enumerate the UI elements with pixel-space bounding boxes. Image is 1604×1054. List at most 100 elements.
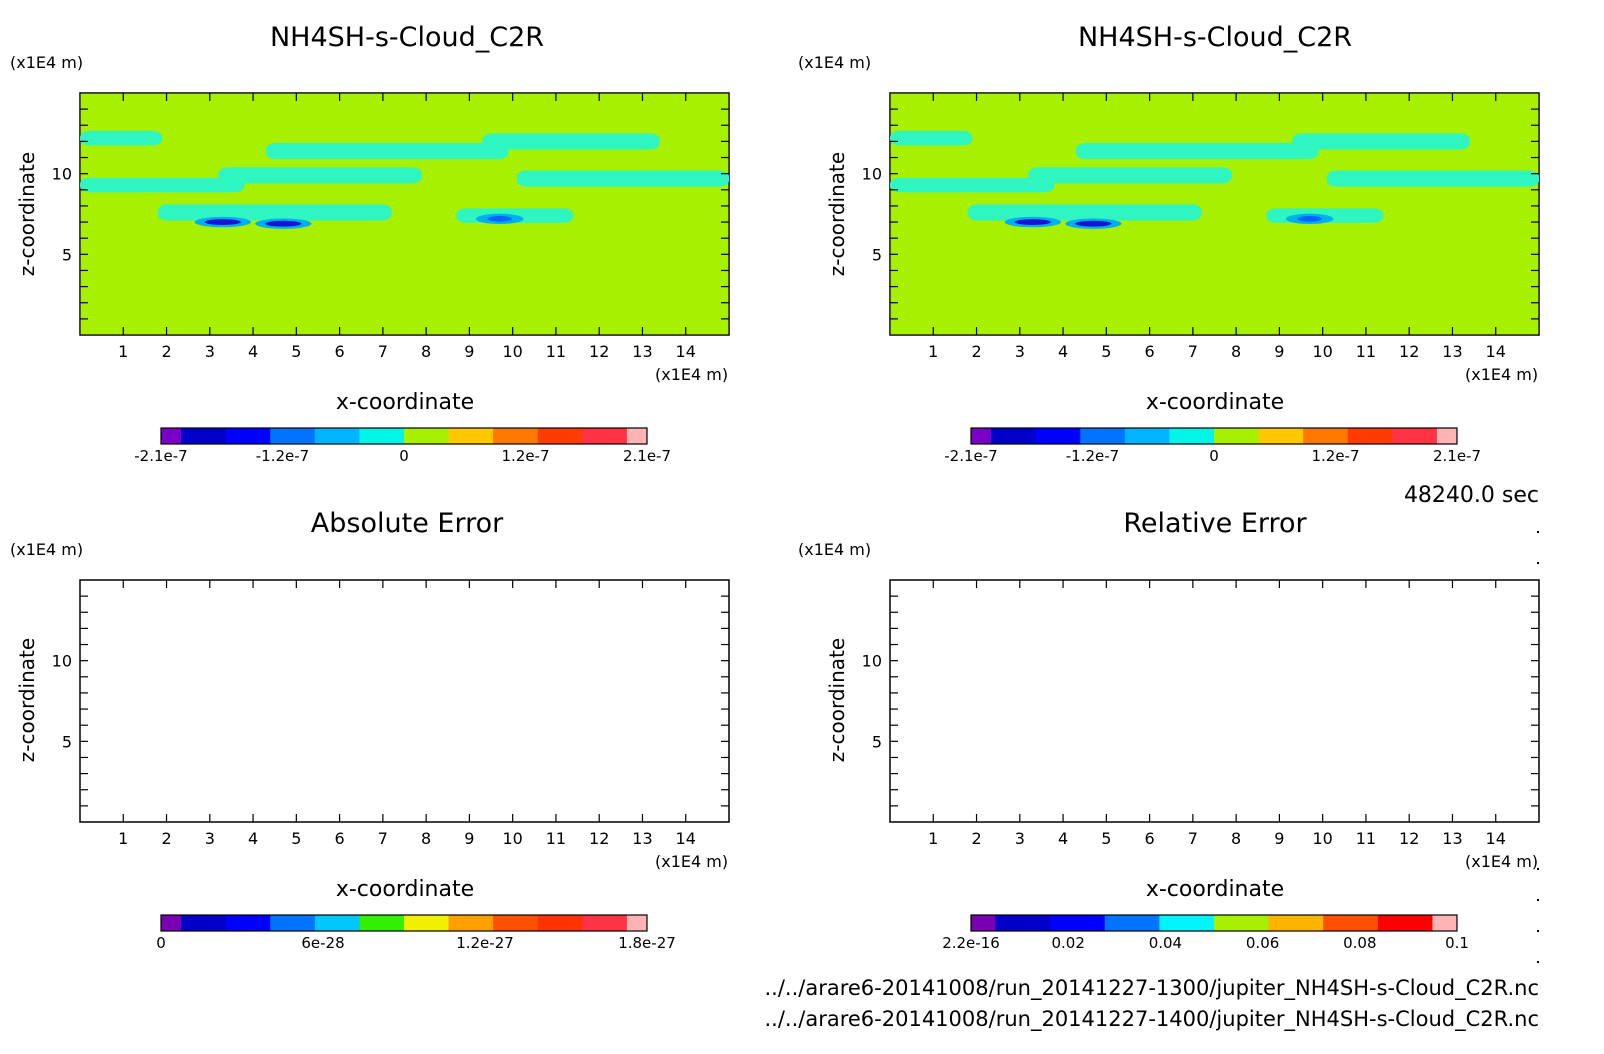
x-axis-label: x-coordinate	[336, 877, 474, 902]
x-tick-label: 1	[118, 829, 128, 848]
y-tick-label: 5	[62, 245, 72, 264]
colorbar-tick-label: -2.1e-7	[944, 447, 997, 465]
x-tick-label: 8	[421, 829, 431, 848]
y-axis-ticks: 5 10	[862, 595, 1539, 807]
x-tick-label: 13	[1442, 342, 1462, 361]
colorbar-swatch	[1159, 915, 1215, 931]
cloud-band	[1326, 170, 1539, 187]
x-tick-label: 10	[502, 829, 522, 848]
x-tick-label: 3	[1015, 342, 1025, 361]
colorbar-swatch	[161, 915, 182, 931]
x-tick-label: 12	[1399, 829, 1419, 848]
cloud-band	[890, 130, 973, 146]
plot-area	[889, 579, 1540, 823]
colorbar-swatch	[626, 428, 648, 444]
x-tick-label: 7	[378, 829, 388, 848]
colorbar-swatch	[493, 428, 539, 444]
x-tick-label: 8	[421, 342, 431, 361]
x-axis-ticks: 1 2 3 4 5 6 7 8 9 10 11 12 13 14	[118, 580, 696, 848]
x-unit-label: (x1E4 m)	[1465, 365, 1538, 384]
colorbar-swatch	[1169, 428, 1215, 444]
colorbar-swatch	[493, 915, 539, 931]
x-tick-label: 2	[161, 342, 171, 361]
colorbar-swatch	[404, 428, 450, 444]
x-tick-label: 11	[546, 829, 566, 848]
colorbar: 0 6e-28 1.2e-27 1.8e-27	[156, 914, 676, 952]
field	[80, 93, 729, 335]
y-unit-label: (x1E4 m)	[798, 53, 871, 72]
colorbar-swatch	[626, 915, 648, 931]
colorbar-frame	[970, 427, 1458, 445]
colorbar-swatch	[270, 428, 316, 444]
colorbar-tick-label: -1.2e-7	[256, 447, 309, 465]
field	[890, 93, 1539, 335]
cloud-band	[218, 167, 422, 184]
colorbar-swatch	[1347, 428, 1393, 444]
colorbar: 2.2e-16 0.02 0.04 0.06 0.08 0.1	[942, 914, 1469, 952]
x-tick-label: 6	[335, 829, 345, 848]
x-tick-label: 5	[291, 829, 301, 848]
x-tick-label: 3	[205, 342, 215, 361]
colorbar-swatch	[971, 428, 992, 444]
chart-title: NH4SH-s-Cloud_C2R	[1078, 22, 1352, 53]
colorbar-swatch	[1377, 915, 1433, 931]
colorbar-swatch	[1268, 915, 1324, 931]
x-tick-label: 13	[632, 829, 652, 848]
x-tick-label: 3	[205, 829, 215, 848]
file-path-2: ../../arare6-20141008/run_20141227-1400/…	[764, 1007, 1539, 1032]
x-axis-ticks: 1 2 3 4 5 6 7 8 9 10 11 12 13 14	[928, 93, 1506, 361]
colorbar-swatch	[181, 915, 227, 931]
colorbar-swatch	[537, 915, 583, 931]
minimum-core	[1075, 220, 1112, 227]
y-tick-label: 5	[62, 732, 72, 751]
cloud-band	[967, 204, 1202, 221]
x-tick-label: 6	[1145, 829, 1155, 848]
colorbar-tick-label: 1.8e-27	[618, 934, 676, 952]
y-axis-label: z-coordinate	[15, 152, 39, 276]
y-tick-label: 10	[52, 652, 72, 671]
x-tick-label: 4	[248, 342, 258, 361]
colorbar-tick-label: 0.06	[1246, 934, 1279, 952]
panel-top-left: NH4SH-s-Cloud_C2R (x1E4 m) 1 2 3 4 5 6 7 8 9 10 11…	[10, 22, 730, 465]
colorbar-swatch	[1323, 915, 1379, 931]
field-layer	[80, 93, 729, 335]
x-tick-label: 6	[335, 342, 345, 361]
colorbar-swatch	[1392, 428, 1438, 444]
x-unit-label: (x1E4 m)	[655, 365, 728, 384]
cloud-band	[1076, 143, 1319, 160]
x-tick-label: 5	[1101, 829, 1111, 848]
x-tick-label: 4	[1058, 342, 1068, 361]
x-tick-label: 9	[464, 829, 474, 848]
colorbar-swatch	[971, 915, 997, 931]
file-path-1: ../../arare6-20141008/run_20141227-1300/…	[764, 976, 1539, 1001]
x-tick-label: 10	[1312, 829, 1332, 848]
colorbar-swatch	[582, 915, 628, 931]
chart-title: Relative Error	[1123, 508, 1307, 539]
x-tick-label: 10	[502, 342, 522, 361]
colorbar-swatch	[448, 915, 494, 931]
y-tick-label: 10	[862, 165, 882, 184]
colorbar-frame	[160, 914, 648, 932]
x-tick-label: 9	[464, 342, 474, 361]
colorbar-tick-label: 0.04	[1149, 934, 1182, 952]
x-tick-label: 11	[1356, 342, 1376, 361]
colorbar-tick-label: 6e-28	[301, 934, 344, 952]
y-axis-ticks: 5 10	[862, 108, 1539, 320]
x-axis-ticks: 1 2 3 4 5 6 7 8 9 10 11 12 13 14	[928, 580, 1506, 848]
colorbar-swatch	[1035, 428, 1081, 444]
colorbar-swatch	[995, 915, 1051, 931]
y-unit-label: (x1E4 m)	[798, 540, 871, 559]
x-tick-label: 8	[1231, 829, 1241, 848]
x-tick-label: 14	[1486, 342, 1506, 361]
minimum-core	[204, 219, 241, 225]
colorbar-swatch	[1258, 428, 1304, 444]
colorbar-swatch	[1432, 915, 1458, 931]
x-tick-label: 4	[1058, 829, 1068, 848]
x-tick-label: 13	[1442, 829, 1462, 848]
y-tick-label: 5	[872, 732, 882, 751]
colorbar-tick-label: 0.1	[1445, 934, 1469, 952]
colorbar-swatch	[225, 915, 271, 931]
cloud-band	[1292, 133, 1470, 150]
y-axis-label: z-coordinate	[825, 638, 849, 762]
panel-bottom-left: Absolute Error (x1E4 m) 1 2 3 4 5 6 7 8 9 10 11 12 1…	[10, 508, 730, 952]
